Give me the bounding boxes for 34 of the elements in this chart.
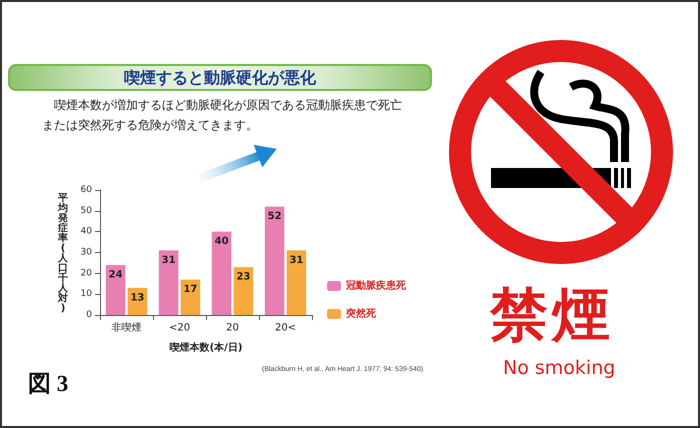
text: 禁煙: [490, 281, 614, 349]
data-label: 31: [289, 254, 304, 266]
y-tick-label: 30: [80, 248, 92, 258]
chart-subtitle: 喫煙本数が増加するほど動脈硬化が原因である冠動脈疾患で死亡または突然死する危険が増えてきます。: [42, 97, 403, 134]
data-label: 24: [108, 270, 123, 280]
y-tick-label: 50: [80, 206, 92, 216]
x-tick-label: 20: [226, 322, 239, 334]
data-label: 17: [183, 284, 198, 296]
x-axis-title: 喫煙本数(本/日): [170, 342, 242, 354]
x-tick-label: 20<: [274, 322, 296, 334]
legend-label: 突然死: [345, 308, 377, 320]
x-tick-label: <20: [168, 322, 190, 334]
data-label: 31: [162, 254, 176, 266]
bar: [158, 250, 178, 315]
data-label: 52: [268, 211, 282, 222]
y-tick-label: 20: [80, 268, 92, 278]
data-label: 23: [236, 272, 250, 283]
text: 平均発症率(人口千人対): [58, 193, 68, 314]
y-tick-label: 10: [80, 289, 92, 300]
y-tick-label: 0: [86, 310, 92, 320]
caption: 図 3: [28, 370, 68, 398]
bar: [264, 206, 284, 315]
y-tick-label: 40: [80, 226, 92, 237]
x-tick-label: 非喫煙: [112, 322, 142, 334]
bar: [106, 265, 126, 315]
bar: [180, 280, 200, 315]
data-label: 13: [130, 292, 144, 304]
bar: [234, 267, 254, 315]
data-label: 40: [214, 236, 229, 248]
text: No smoking: [503, 357, 616, 379]
y-tick-label: 60: [80, 185, 92, 195]
legend-label: 冠動脈疾患死: [345, 280, 407, 292]
bar: [212, 232, 232, 315]
bar: [286, 250, 306, 315]
